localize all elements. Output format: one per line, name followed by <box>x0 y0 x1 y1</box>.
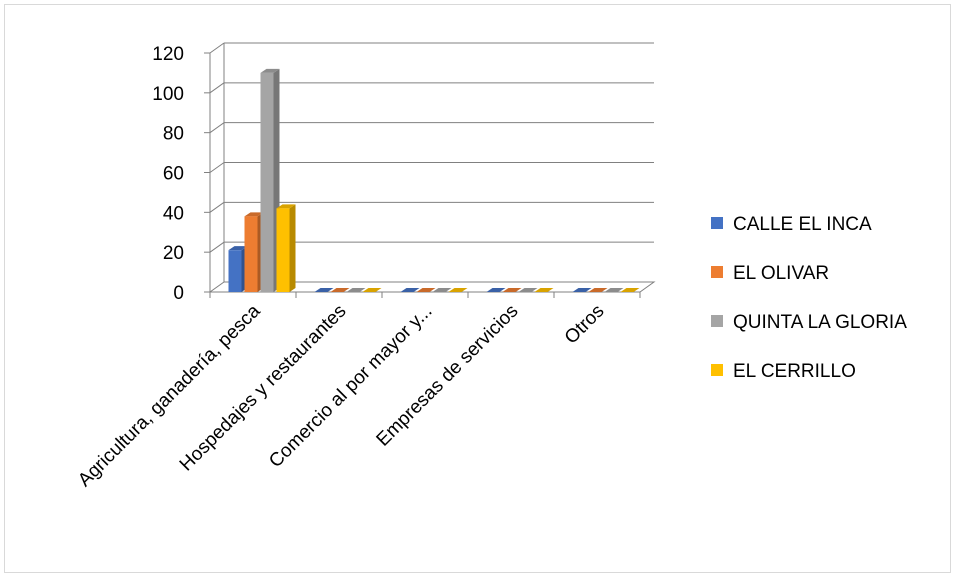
bar <box>448 288 468 292</box>
bar <box>518 288 538 292</box>
gridlines <box>209 42 654 253</box>
bar-top <box>330 288 350 292</box>
bar <box>588 288 608 292</box>
gridline-side <box>209 42 225 54</box>
bar <box>486 288 506 292</box>
legend-label: EL CERRILLO <box>733 361 856 382</box>
axes <box>204 43 656 298</box>
bar-top <box>486 288 506 292</box>
bar <box>276 204 296 292</box>
bar <box>604 288 624 292</box>
legend-item: EL OLIVAR <box>711 263 829 284</box>
legend-swatch <box>711 217 723 229</box>
bar-top <box>432 288 452 292</box>
bar-top <box>588 288 608 292</box>
bar-top <box>604 288 624 292</box>
bar-top <box>314 288 334 292</box>
chart-border <box>4 4 951 573</box>
bar-top <box>620 288 640 292</box>
y-tick-label: 20 <box>163 243 184 264</box>
bar-top <box>400 288 420 292</box>
y-tick-label: 0 <box>173 283 184 304</box>
gridline-side <box>209 122 225 134</box>
bar <box>620 288 640 292</box>
bar <box>362 288 382 292</box>
bar-front <box>244 216 258 292</box>
gridline-side <box>209 201 225 213</box>
legend-swatch <box>711 266 723 278</box>
bar <box>314 288 334 292</box>
bar-front <box>260 72 274 293</box>
bar-front <box>228 250 242 292</box>
bar-top <box>244 212 264 217</box>
bar-front <box>276 208 290 292</box>
bar-top <box>502 288 522 292</box>
legend-item: QUINTA LA GLORIA <box>711 312 907 333</box>
gridline-side <box>209 241 225 253</box>
bar <box>400 288 420 292</box>
bar-top <box>346 288 366 292</box>
bar-top <box>518 288 538 292</box>
gridline-side <box>209 82 225 94</box>
y-tick-labels: 0 20 40 60 80 100 120 <box>152 44 184 304</box>
y-tick-label: 80 <box>163 124 184 145</box>
bar-top <box>276 204 296 209</box>
bar-top <box>362 288 382 292</box>
bars <box>228 68 640 293</box>
bar-top <box>416 288 436 292</box>
legend-swatch <box>711 315 723 327</box>
bar <box>502 288 522 292</box>
bar-side <box>289 204 296 292</box>
bar <box>432 288 452 292</box>
bar <box>534 288 554 292</box>
bar-top <box>572 288 592 292</box>
gridline-side <box>209 162 225 173</box>
legend-label: QUINTA LA GLORIA <box>733 312 907 333</box>
bar-top <box>534 288 554 292</box>
bar <box>346 288 366 292</box>
bar <box>330 288 350 292</box>
bar-top <box>448 288 468 292</box>
bar-top <box>260 68 280 73</box>
bar-top <box>228 246 248 251</box>
legend-item: CALLE EL INCA <box>711 214 872 235</box>
y-tick-label: 40 <box>163 203 184 224</box>
bar <box>416 288 436 292</box>
legend-label: CALLE EL INCA <box>733 214 872 235</box>
legend: CALLE EL INCA EL OLIVAR QUINTA LA GLORIA EL… <box>711 214 907 382</box>
legend-label: EL OLIVAR <box>733 263 829 284</box>
y-tick-label: 100 <box>152 84 184 105</box>
y-tick-label: 60 <box>163 164 184 185</box>
bar <box>572 288 592 292</box>
legend-item: EL CERRILLO <box>711 361 856 382</box>
legend-swatch <box>711 364 723 376</box>
y-tick-label: 120 <box>152 44 184 65</box>
